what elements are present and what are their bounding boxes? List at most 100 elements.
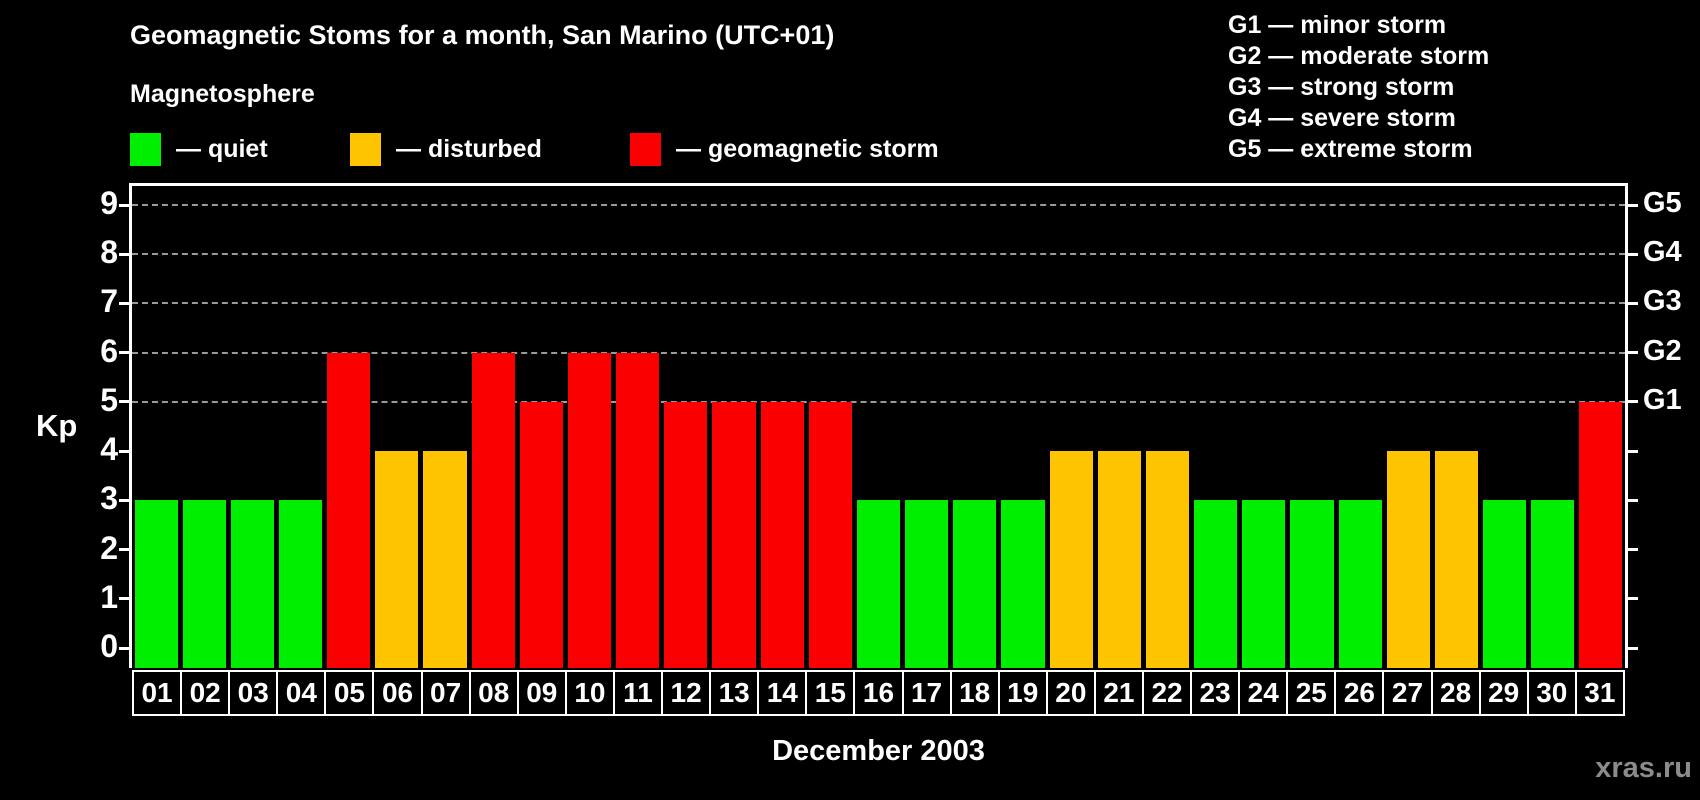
day-cell-26: 26 [1334,670,1385,716]
y-tick-left-2 [119,548,129,552]
bar-day-16 [856,500,901,668]
bar-day-14 [760,401,804,668]
bar-day-29 [1483,500,1527,668]
day-cell-29: 29 [1478,670,1529,716]
y-tick-right-3 [1628,498,1638,502]
day-cell-25: 25 [1286,670,1337,716]
day-cell-13: 13 [709,670,760,716]
bar-day-01 [134,500,178,668]
legend-item-storm: — geomagnetic storm [630,131,939,167]
y-tick-label-1: 1 [100,578,118,615]
y-tick-left-7 [119,301,129,305]
y-tick-label-8: 8 [100,234,118,271]
y-tick-right-5 [1628,400,1638,404]
y-tick-left-5 [119,400,129,404]
y-tick-left-8 [119,252,129,256]
y-tick-left-4 [119,449,129,453]
day-cell-30: 30 [1526,670,1577,716]
y-tick-right-2 [1628,548,1638,552]
bar-day-08 [471,352,515,668]
g-axis-label-g4: G4 [1643,236,1682,269]
g-legend-line-g3: G3 — strong storm [1228,73,1455,101]
day-cell-11: 11 [612,670,664,716]
g-legend-line-g4: G4 — severe storm [1228,104,1456,132]
y-tick-label-4: 4 [100,431,118,468]
g-scale-legend: G1 — minor storm G2 — moderate storm G3 — … [1228,10,1489,165]
bar-day-13 [712,401,756,668]
y-tick-right-4 [1628,449,1638,453]
bar-day-03 [230,500,274,668]
legend-swatch-storm [630,132,661,166]
y-axis-line-left [129,183,132,668]
watermark: xras.ru [1595,752,1692,784]
day-cell-15: 15 [805,670,856,716]
chart-title: Geomagnetic Stoms for a month, San Marin… [130,20,835,50]
bar-day-12 [664,401,708,668]
g-axis-label-g5: G5 [1643,187,1682,220]
y-tick-right-9 [1628,203,1638,207]
bar-day-02 [182,500,226,668]
x-axis-day-labels: 01 02 03 04 05 06 07 08 09 10 11 12 13 14 15 16 17 18 19 20… [132,670,1625,716]
gridline-kp7 [132,302,1625,305]
y-tick-left-3 [119,498,129,502]
day-cell-20: 20 [1045,670,1096,716]
bar-day-25 [1290,500,1334,668]
bar-day-26 [1338,500,1382,668]
bar-day-07 [423,451,467,668]
gridline-kp6 [132,351,1625,354]
day-cell-05: 05 [324,670,375,716]
y-tick-label-2: 2 [100,529,118,566]
bar-day-05 [327,352,371,668]
bar-day-04 [278,500,323,668]
y-tick-right-6 [1628,351,1638,355]
day-cell-18: 18 [949,670,1000,716]
gridline-kp5 [132,400,1625,403]
day-cell-07: 07 [420,670,471,716]
y-tick-left-6 [119,351,129,355]
legend-item-quiet: — quiet [130,131,268,167]
bar-day-27 [1386,451,1430,668]
day-cell-27: 27 [1382,670,1433,716]
day-cell-06: 06 [372,670,423,716]
y-tick-right-8 [1628,252,1638,256]
day-cell-21: 21 [1093,670,1144,716]
bar-day-09 [519,401,563,668]
x-axis-title: December 2003 [772,735,985,767]
legend-label-disturbed: — disturbed [396,134,542,163]
day-cell-10: 10 [564,670,615,716]
day-cell-19: 19 [997,670,1048,716]
g-axis-label-g1: G1 [1643,383,1682,416]
day-cell-09: 09 [516,670,567,716]
day-cell-31: 31 [1574,670,1625,716]
y-tick-label-6: 6 [100,332,118,369]
bar-day-19 [1001,500,1045,668]
bar-day-22 [1145,451,1190,668]
bar-day-18 [953,500,997,668]
y-tick-right-1 [1628,597,1638,601]
day-cell-08: 08 [468,670,519,716]
day-cell-24: 24 [1238,670,1289,716]
bar-day-15 [808,401,852,668]
plot-area [132,183,1625,668]
bar-day-11 [616,352,660,668]
y-tick-label-3: 3 [100,480,118,517]
gridline-kp9 [132,204,1625,207]
day-cell-03: 03 [228,670,279,716]
plot-top-border [129,183,1628,186]
y-tick-label-0: 0 [100,628,118,664]
g-axis-label-g3: G3 [1643,285,1682,318]
legend-swatch-disturbed [350,132,381,166]
day-cell-12: 12 [661,670,712,716]
day-cell-17: 17 [901,670,952,716]
bar-day-31 [1579,401,1623,668]
day-cell-22: 22 [1141,670,1193,716]
bar-day-20 [1049,451,1093,668]
y-tick-label-7: 7 [100,283,118,320]
day-cell-14: 14 [757,670,808,716]
g-legend-line-g5: G5 — extreme storm [1228,135,1473,163]
day-cell-02: 02 [180,670,231,716]
day-cell-01: 01 [132,670,183,716]
g-legend-line-g2: G2 — moderate storm [1228,42,1490,70]
g-axis-label-g2: G2 [1643,334,1682,367]
